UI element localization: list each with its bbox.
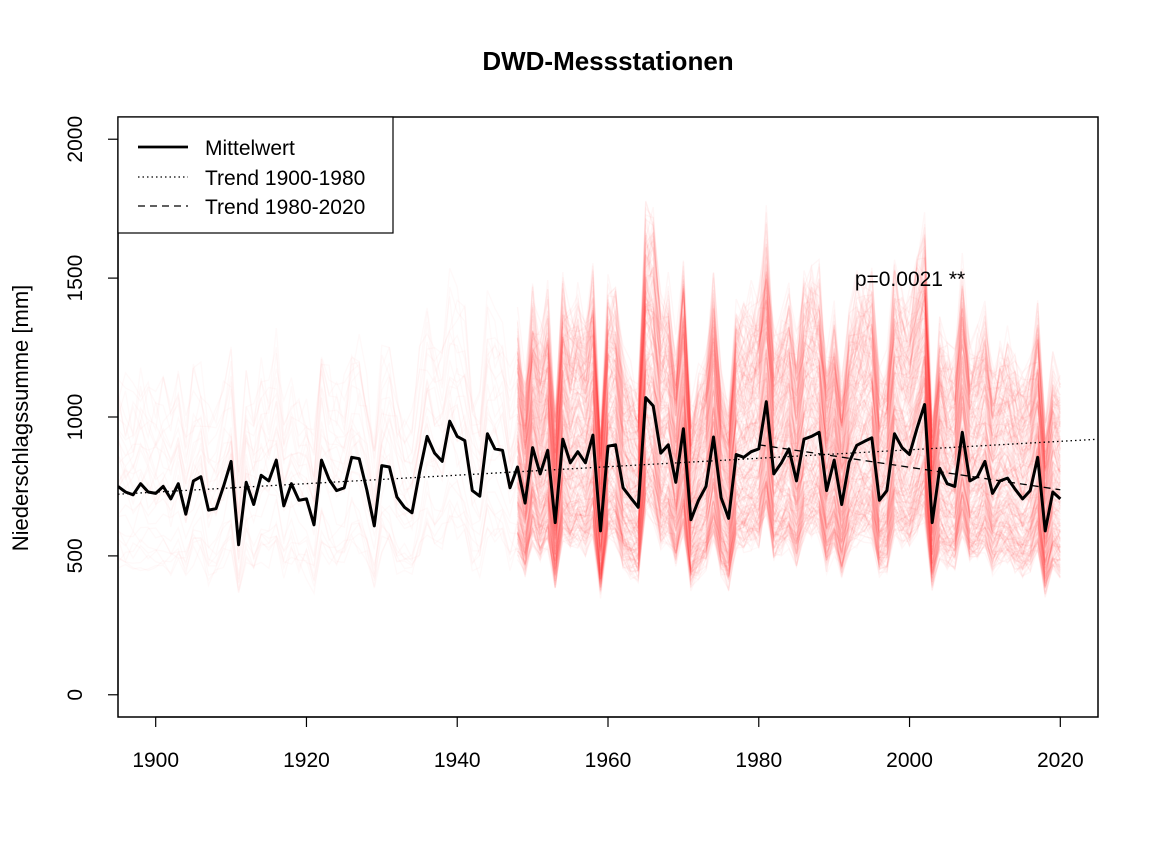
y-tick-label: 1000 [64, 394, 87, 441]
x-axis: 1900 1920 1940 1960 1980 2000 2020 [132, 716, 1084, 772]
trend-line-1900-1980 [118, 438, 1098, 495]
x-tick-label: 2000 [886, 749, 933, 772]
mean-line-layer [118, 396, 1062, 547]
legend-box [117, 116, 394, 234]
x-tick-label: 1920 [283, 749, 330, 772]
legend-label-trend-1980-2020: Trend 1980-2020 [205, 196, 365, 219]
y-tick-label: 1500 [64, 255, 87, 302]
legend-label-mean: Mittelwert [205, 137, 295, 160]
chart-title: DWD-Messstationen [482, 46, 733, 76]
p-value-annotation: p=0.0021 ** [855, 268, 965, 291]
mean-line [118, 396, 1062, 547]
x-tick-label: 1960 [585, 749, 632, 772]
y-tick-label: 2000 [64, 116, 87, 163]
station-lines-layer [118, 201, 1060, 599]
x-tick-label: 1980 [735, 749, 782, 772]
y-tick-label: 500 [64, 538, 87, 573]
legend: Mittelwert Trend 1900-1980 Trend 1980-20… [117, 116, 394, 234]
x-tick-label: 1900 [132, 749, 179, 772]
x-tick-label: 2020 [1037, 749, 1084, 772]
y-axis: 0 500 1000 1500 2000 [64, 116, 119, 701]
y-axis-label: Niederschlagssumme [mm] [8, 285, 33, 552]
y-tick-label: 0 [64, 689, 87, 701]
legend-label-trend-1900-1980: Trend 1900-1980 [205, 167, 365, 190]
x-tick-label: 1940 [434, 749, 481, 772]
